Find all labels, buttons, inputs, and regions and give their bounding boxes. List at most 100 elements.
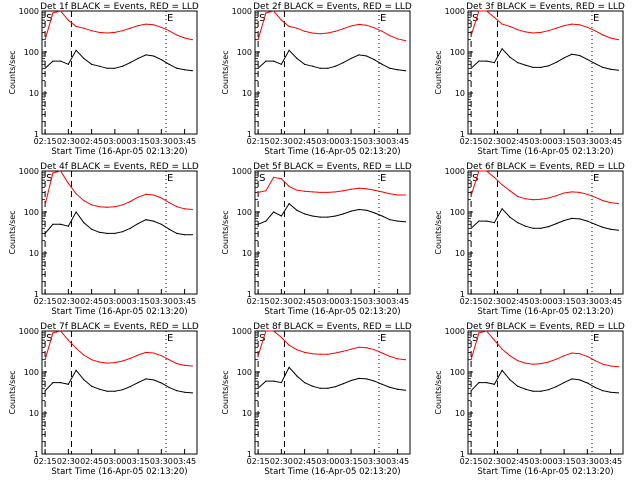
- lld-data-point: [389, 35, 391, 37]
- events-data-point: [540, 227, 542, 229]
- events-data-point: [145, 54, 147, 56]
- events-data-point: [493, 222, 495, 224]
- events-data-point: [91, 63, 93, 65]
- lld-data-point: [257, 39, 259, 41]
- lld-data-point: [548, 197, 550, 199]
- events-data-point: [381, 215, 383, 217]
- events-data-point: [335, 215, 337, 217]
- y-tick-label: 100: [24, 368, 39, 377]
- lld-data-point: [342, 190, 344, 192]
- lld-data-point: [288, 25, 290, 28]
- lld-data-point: [160, 26, 162, 28]
- lld-data-point: [153, 352, 155, 354]
- marker-s-label: S: [46, 13, 52, 24]
- events-series-line: [44, 211, 193, 236]
- lld-data-point: [563, 355, 565, 357]
- plot-frame: [254, 170, 411, 295]
- x-tick-label: 03:00: [316, 457, 339, 466]
- events-data-point: [404, 221, 406, 223]
- y-tick-label: 10: [242, 89, 252, 98]
- lld-data-point: [501, 23, 503, 25]
- events-data-point: [137, 57, 139, 59]
- marker-e-label: E: [593, 333, 599, 344]
- events-data-point: [373, 59, 375, 61]
- lld-data-point: [129, 357, 131, 359]
- events-data-point: [114, 390, 116, 392]
- y-tick-label: 10: [455, 249, 465, 258]
- lld-data-point: [571, 23, 573, 25]
- y-axis-label: Counts/sec: [434, 370, 443, 414]
- lld-data-point: [122, 204, 124, 206]
- marker-s-label: S: [259, 13, 265, 24]
- lld-data-point: [319, 353, 321, 355]
- lld-data-point: [273, 330, 275, 332]
- marker-e-label: E: [593, 13, 599, 24]
- events-data-point: [327, 216, 329, 218]
- events-data-point: [586, 58, 588, 60]
- events-data-point: [60, 382, 62, 384]
- events-data-point: [563, 219, 565, 222]
- events-data-point: [617, 229, 619, 231]
- lld-data-point: [335, 30, 337, 32]
- y-axis-label: Counts/sec: [434, 50, 443, 94]
- lld-data-point: [548, 30, 550, 32]
- events-data-point: [273, 211, 275, 213]
- x-tick-label: 03:15: [127, 137, 150, 146]
- lld-data-point: [176, 34, 178, 36]
- lld-data-point: [594, 196, 596, 198]
- events-data-point: [366, 209, 368, 211]
- lld-data-point: [524, 198, 526, 200]
- x-tick-label: 03:00: [103, 137, 126, 146]
- events-data-point: [91, 385, 93, 387]
- lld-data-point: [389, 355, 391, 358]
- x-tick-label: 02:15: [460, 137, 483, 146]
- lld-data-point: [145, 193, 147, 195]
- panel-title: Det 3f BLACK = Events, RED = LLD: [466, 2, 625, 12]
- y-tick-label: 1000: [232, 167, 252, 176]
- y-tick-label: 1: [247, 130, 252, 139]
- events-data-point: [280, 215, 282, 217]
- events-data-point: [366, 378, 368, 380]
- lld-data-point: [470, 359, 472, 361]
- lld-data-point: [319, 33, 321, 35]
- y-tick-label: 10: [242, 249, 252, 258]
- lld-data-point: [532, 199, 534, 201]
- lld-data-point: [273, 10, 275, 12]
- lld-data-point: [184, 37, 186, 39]
- x-tick-label: 02:15: [247, 457, 270, 466]
- lld-data-point: [327, 191, 329, 194]
- lld-data-point: [83, 354, 85, 356]
- lld-data-point: [122, 360, 124, 362]
- events-data-point: [563, 57, 565, 59]
- events-data-point: [532, 227, 534, 229]
- events-data-point: [176, 232, 178, 235]
- lld-data-point: [184, 208, 186, 210]
- events-data-point: [176, 67, 178, 69]
- events-series-line: [44, 49, 193, 72]
- lld-data-point: [358, 187, 360, 189]
- lld-data-point: [548, 361, 550, 363]
- events-data-point: [129, 62, 131, 64]
- events-data-point: [517, 62, 519, 64]
- lld-data-point: [610, 365, 612, 367]
- lld-data-point: [486, 170, 488, 172]
- events-data-point: [617, 392, 619, 394]
- lld-data-point: [389, 193, 391, 195]
- events-data-point: [478, 60, 480, 62]
- plot-frame: [254, 10, 411, 135]
- events-data-point: [470, 227, 472, 229]
- x-tick-label: 02:30: [270, 297, 293, 306]
- events-data-point: [404, 389, 406, 391]
- events-data-point: [389, 386, 391, 389]
- x-tick-label: 02:30: [270, 457, 293, 466]
- events-data-point: [311, 65, 313, 67]
- x-tick-label: 03:00: [316, 297, 339, 306]
- x-tick-label: 03:15: [553, 297, 576, 306]
- lld-data-point: [153, 194, 155, 196]
- detector-panel: Det 2f BLACK = Events, RED = LLD 1 10 100 10…: [221, 2, 412, 157]
- x-tick-label: 03:15: [553, 137, 576, 146]
- x-tick-label: 02:30: [483, 457, 506, 466]
- x-tick-label: 03:15: [340, 457, 363, 466]
- lld-data-point: [478, 170, 480, 172]
- lld-data-point: [563, 192, 565, 194]
